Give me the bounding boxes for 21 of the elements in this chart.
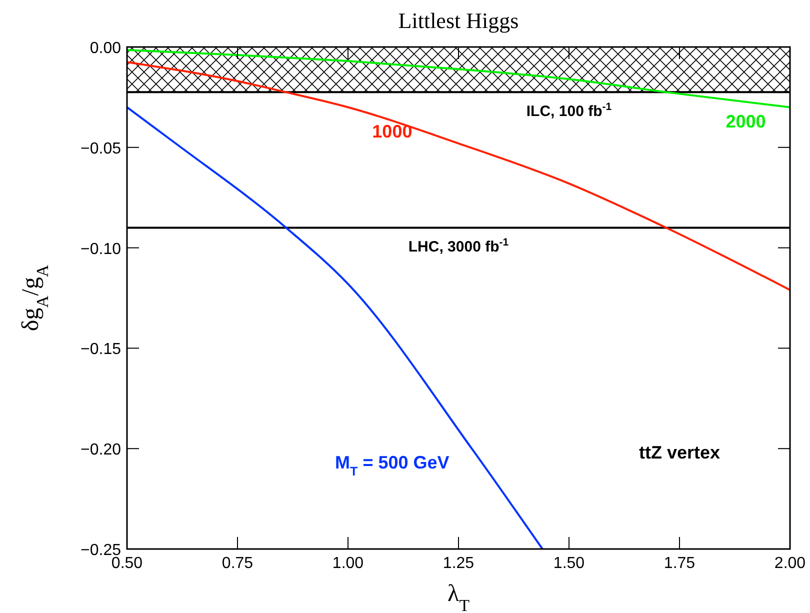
chart-title: Littlest Higgs [398,8,519,33]
ref-line-label: LHC, 3000 fb$^{-1}$ [408,236,509,256]
line-series [127,61,790,291]
y-tick-label: 0.00 [90,40,122,57]
x-axis-title: λ$_{T}$ [448,581,470,613]
y-tick-label: −0.15 [80,341,122,358]
x-tick-label: 1.75 [664,555,696,572]
y-tick-label: −0.05 [80,140,122,158]
y-tick-label: −0.10 [80,240,122,258]
annotation: ttZ vertex [638,442,720,463]
x-tick-label: 2.00 [774,555,806,572]
x-tick-label: 1.00 [332,555,364,572]
x-tick-label: 0.75 [222,555,254,572]
series-label: M$_{T}$ = 500 GeV [335,452,450,479]
x-tick-label: 1.50 [553,555,585,572]
ref-line-label: ILC, 100 fb$^{-1}$ [526,101,612,120]
x-tick-label: 1.25 [442,555,474,572]
series-label: 1000 [372,121,412,142]
y-tick-label: −0.20 [80,442,122,459]
x-tick-label: 0.50 [111,555,143,572]
series-label: 2000 [726,111,766,132]
